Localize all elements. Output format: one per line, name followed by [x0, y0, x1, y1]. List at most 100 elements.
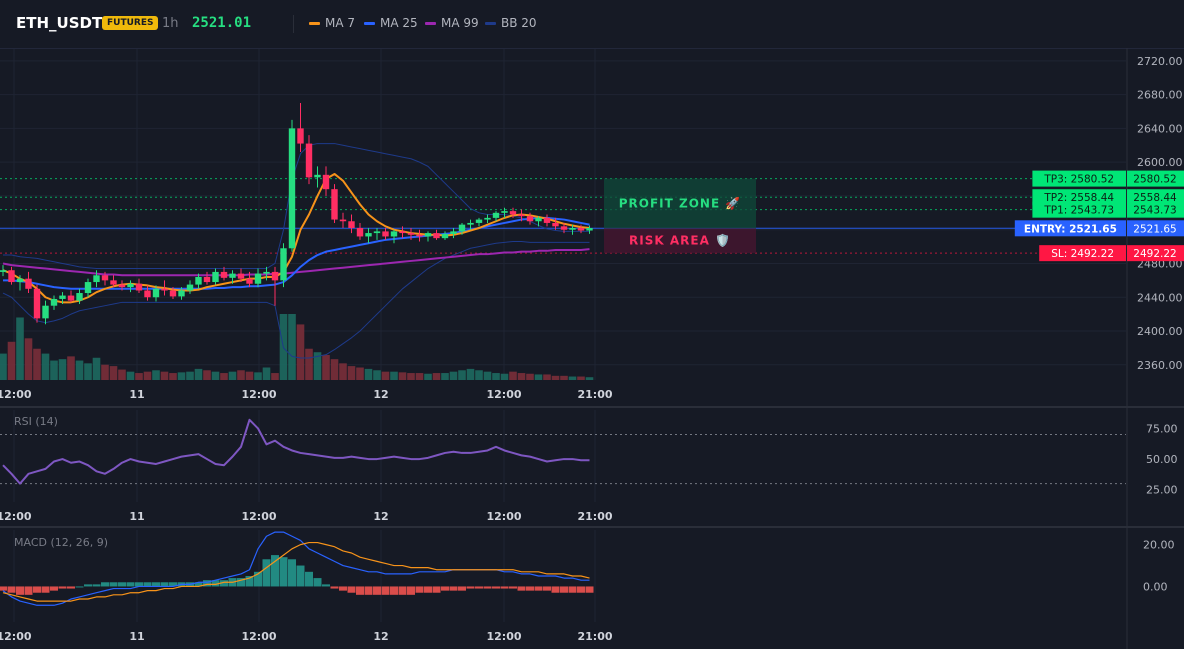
level-label-box: [1039, 245, 1126, 262]
candle-body: [25, 278, 32, 289]
volume-bar: [288, 314, 296, 380]
x-tick-label: 12:00: [241, 388, 276, 401]
legend-ma7[interactable]: MA 7: [309, 16, 355, 30]
volume-bar: [160, 371, 169, 380]
macd-histogram-bar: [543, 586, 551, 591]
timeframe-label[interactable]: 1h: [162, 16, 179, 31]
legend-label-ma99: MA 99: [441, 16, 479, 30]
macd-histogram-bar: [551, 586, 560, 593]
candle-body: [492, 212, 500, 218]
x-tick-label: 11: [129, 510, 144, 523]
macd-histogram-bar: [356, 586, 364, 595]
volume-bar: [526, 373, 534, 380]
macd-histogram-bar: [364, 586, 373, 595]
candle-body: [314, 174, 321, 178]
profit-zone: [604, 178, 756, 229]
candle-body: [543, 217, 551, 223]
volume-bar: [118, 369, 126, 380]
macd-histogram-bar: [75, 586, 84, 588]
volume-bar: [169, 373, 177, 380]
volume-bar: [101, 364, 109, 380]
volume-bar: [305, 348, 313, 380]
macd-histogram-bar: [381, 586, 390, 595]
macd-histogram-bar: [0, 586, 7, 591]
candle-body: [42, 305, 49, 319]
candle-body: [297, 128, 304, 144]
volume-bar: [424, 373, 432, 380]
candle-body: [263, 271, 270, 274]
x-tick-label: 12:00: [486, 510, 521, 523]
candle-body: [161, 288, 168, 291]
candle-body: [135, 283, 143, 291]
candle-body: [33, 288, 41, 319]
rsi-y-tick-label: 50.00: [1146, 453, 1178, 466]
macd-histogram-bar: [398, 586, 407, 595]
candle-body: [67, 295, 75, 301]
y-tick-label: 2600.00: [1137, 156, 1183, 169]
volume-bar: [313, 352, 322, 380]
legend-label-bb20: BB 20: [501, 16, 537, 30]
volume-bar: [16, 317, 24, 380]
macd-histogram-bar: [254, 571, 262, 587]
y-tick-label: 2680.00: [1137, 89, 1183, 102]
legend-ma99[interactable]: MA 99: [425, 16, 479, 30]
candle-body: [407, 233, 415, 235]
volume-bar: [126, 371, 135, 380]
x-tick-label: 21:00: [577, 388, 612, 401]
candle-body: [76, 293, 83, 301]
legend-bb20[interactable]: BB 20: [485, 16, 537, 30]
candle-body: [118, 284, 126, 288]
volume-bar: [24, 338, 33, 380]
macd-histogram-bar: [279, 557, 288, 587]
level-label-box: [1014, 220, 1126, 237]
x-tick-label: 12:00: [241, 510, 276, 523]
volume-bar: [356, 367, 364, 380]
macd-histogram-bar: [135, 582, 143, 587]
ma7-line: [2, 172, 590, 304]
candle-body: [305, 143, 313, 178]
legend-swatch-ma25: [364, 22, 375, 25]
volume-bar: [381, 371, 390, 380]
candle-body: [152, 288, 160, 298]
volume-bar: [228, 371, 237, 380]
macd-y-tick-label: 0.00: [1143, 580, 1168, 593]
macd-histogram-bar: [500, 586, 509, 589]
candle-body: [365, 233, 372, 237]
candle-body: [518, 214, 525, 217]
level-label: TP2: 2558.44: [1043, 192, 1114, 204]
candle-body: [560, 226, 568, 230]
candle-body: [484, 217, 491, 220]
volume-bar: [560, 375, 568, 380]
candle-body: [586, 228, 593, 231]
candle-body: [569, 228, 576, 230]
candle-body: [50, 298, 58, 306]
volume-bar: [500, 373, 509, 380]
candle-body: [178, 290, 185, 297]
candle-body: [441, 233, 449, 239]
volume-bar: [50, 360, 58, 380]
candle-body: [0, 270, 7, 272]
candle-body: [475, 219, 483, 223]
candle-body: [390, 231, 398, 237]
last-price: 2521.01: [192, 15, 252, 31]
candle-body: [535, 217, 542, 222]
symbol-label[interactable]: ETH_USDT: [16, 14, 103, 32]
macd-histogram-bar: [16, 586, 24, 595]
volume-bar: [135, 373, 143, 380]
macd-histogram-bar: [33, 586, 41, 593]
candle-body: [101, 275, 109, 281]
candle-body: [348, 221, 355, 229]
macd-histogram-bar: [41, 586, 50, 593]
rsi-line: [2, 418, 590, 485]
chart-area[interactable]: 2720.002680.002640.002600.002560.002520.…: [0, 48, 1184, 649]
x-tick-label: 11: [129, 388, 144, 401]
candle-body: [509, 211, 517, 215]
legend-ma25[interactable]: MA 25: [364, 16, 418, 30]
macd-histogram-bar: [194, 582, 203, 587]
volume-bar: [458, 370, 466, 380]
macd-histogram-bar: [509, 586, 517, 589]
candle-body: [322, 174, 330, 190]
macd-histogram-bar: [585, 586, 594, 593]
risk-zone-label: RISK AREA 🛡️: [629, 234, 731, 248]
candle-body: [246, 278, 253, 284]
